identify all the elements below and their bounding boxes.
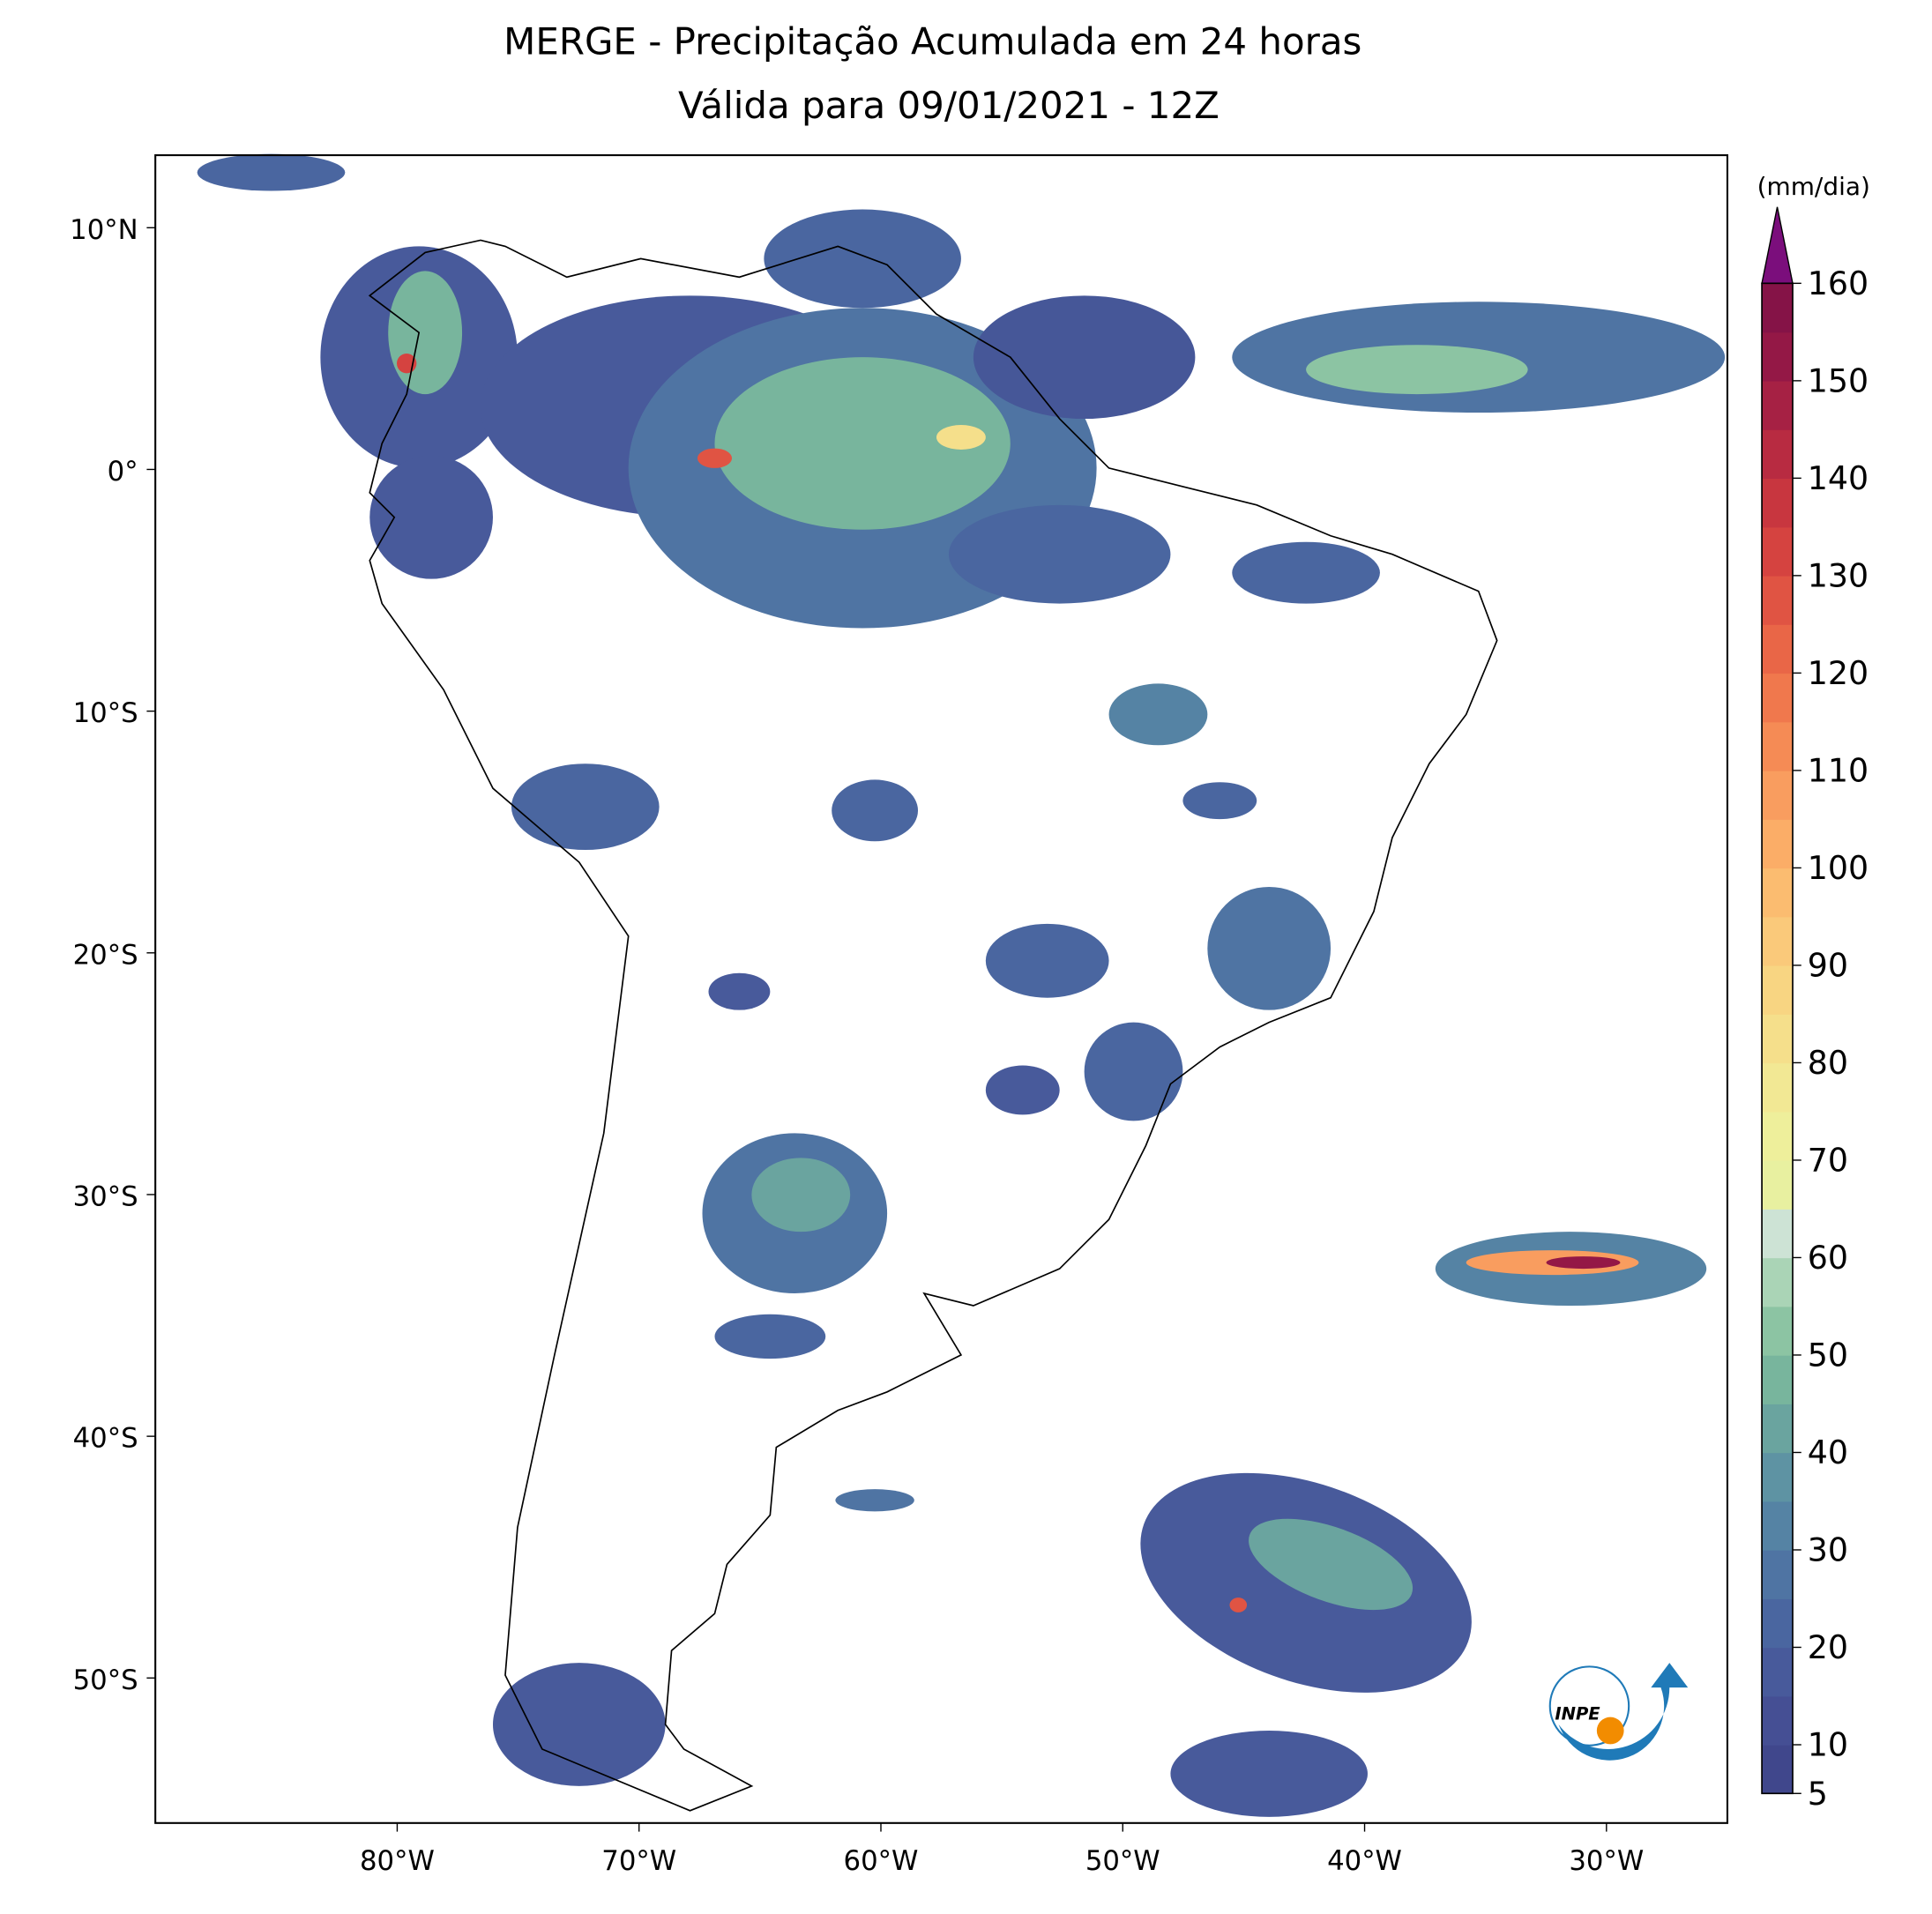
colorbar-tick-label: 150: [1808, 361, 1869, 399]
y-tick-label: 10°N: [70, 214, 138, 246]
colorbar-tick-label: 80: [1808, 1044, 1848, 1082]
colorbar-tick-label: 5: [1808, 1775, 1828, 1813]
colorbar-band: [1762, 770, 1793, 820]
colorbar-band: [1762, 916, 1793, 966]
colorbar-band: [1762, 380, 1793, 430]
colorbar-tick-label: 10: [1808, 1726, 1848, 1764]
y-tick-label: 10°S: [73, 697, 138, 729]
colorbar-band: [1762, 1745, 1793, 1794]
colorbar-tick-label: 100: [1808, 849, 1869, 887]
colorbar-band: [1762, 1257, 1793, 1307]
colorbar-tick-label: 140: [1808, 459, 1869, 497]
colorbar-band: [1762, 1695, 1793, 1746]
y-tick-label: 0°: [108, 456, 138, 488]
colorbar-tick-label: 20: [1808, 1628, 1848, 1666]
colorbar-band: [1762, 1549, 1793, 1599]
colorbar-extend: [1761, 206, 1794, 285]
colorbar-tick-label: 40: [1808, 1434, 1848, 1471]
x-tick-label: 80°W: [360, 1845, 435, 1877]
inpe-logo: INPE: [1548, 1663, 1689, 1761]
colorbar-band: [1762, 1111, 1793, 1161]
colorbar-band: [1762, 1354, 1793, 1404]
colorbar-band: [1762, 1501, 1793, 1551]
colorbar-band: [1762, 429, 1793, 480]
map-subtitle: Válida para 09/01/2021 - 12Z: [678, 84, 1220, 127]
colorbar-band: [1762, 1014, 1793, 1064]
y-tick-label: 50°S: [73, 1665, 138, 1696]
colorbar-band: [1762, 331, 1793, 382]
x-tick-label: 30°W: [1569, 1845, 1644, 1877]
colorbar-band: [1762, 1598, 1793, 1649]
coastline: [368, 239, 1498, 1812]
y-tick-label: 40°S: [73, 1423, 138, 1455]
colorbar-band: [1762, 964, 1793, 1015]
colorbar-band: [1762, 1306, 1793, 1356]
colorbar-band: [1762, 868, 1793, 918]
map-frame: [154, 153, 1728, 1824]
colorbar-tick-label: 30: [1808, 1531, 1848, 1569]
colorbar-band: [1762, 721, 1793, 771]
colorbar-band: [1762, 575, 1793, 625]
colorbar-label: (mm/dia): [1757, 172, 1870, 201]
colorbar-band: [1762, 1159, 1793, 1210]
x-tick-label: 50°W: [1085, 1845, 1160, 1877]
colorbar-band: [1762, 624, 1793, 674]
colorbar-band: [1762, 283, 1793, 333]
colorbar-tick-label: 110: [1808, 751, 1869, 789]
colorbar-tick-label: 120: [1808, 654, 1869, 692]
y-tick-label: 30°S: [73, 1181, 138, 1213]
colorbar-band: [1762, 1209, 1793, 1259]
colorbar-frame: [1761, 282, 1794, 1795]
colorbar-tick-label: 90: [1808, 946, 1848, 984]
colorbar-band: [1762, 1404, 1793, 1454]
x-tick-label: 70°W: [601, 1845, 676, 1877]
colorbar-band: [1762, 1452, 1793, 1502]
map-title: MERGE - Precipitação Acumulada em 24 hor…: [504, 19, 1361, 63]
logo-text: INPE: [1555, 1703, 1600, 1724]
x-tick-label: 60°W: [844, 1845, 919, 1877]
colorbar-tick-label: 70: [1808, 1142, 1848, 1180]
colorbar-tick-label: 60: [1808, 1239, 1848, 1277]
colorbar-band: [1762, 478, 1793, 528]
colorbar-band: [1762, 1062, 1793, 1113]
colorbar-tick-label: 130: [1808, 556, 1869, 594]
colorbar-tick-label: 50: [1808, 1337, 1848, 1374]
x-tick-label: 40°W: [1327, 1845, 1402, 1877]
y-tick-label: 20°S: [73, 939, 138, 971]
precipitation-areas: [197, 153, 1726, 1817]
colorbar-band: [1762, 1647, 1793, 1697]
colorbar-band: [1762, 673, 1793, 723]
colorbar-tick-label: 160: [1808, 264, 1869, 302]
colorbar-band: [1762, 819, 1793, 869]
colorbar-band: [1762, 526, 1793, 577]
